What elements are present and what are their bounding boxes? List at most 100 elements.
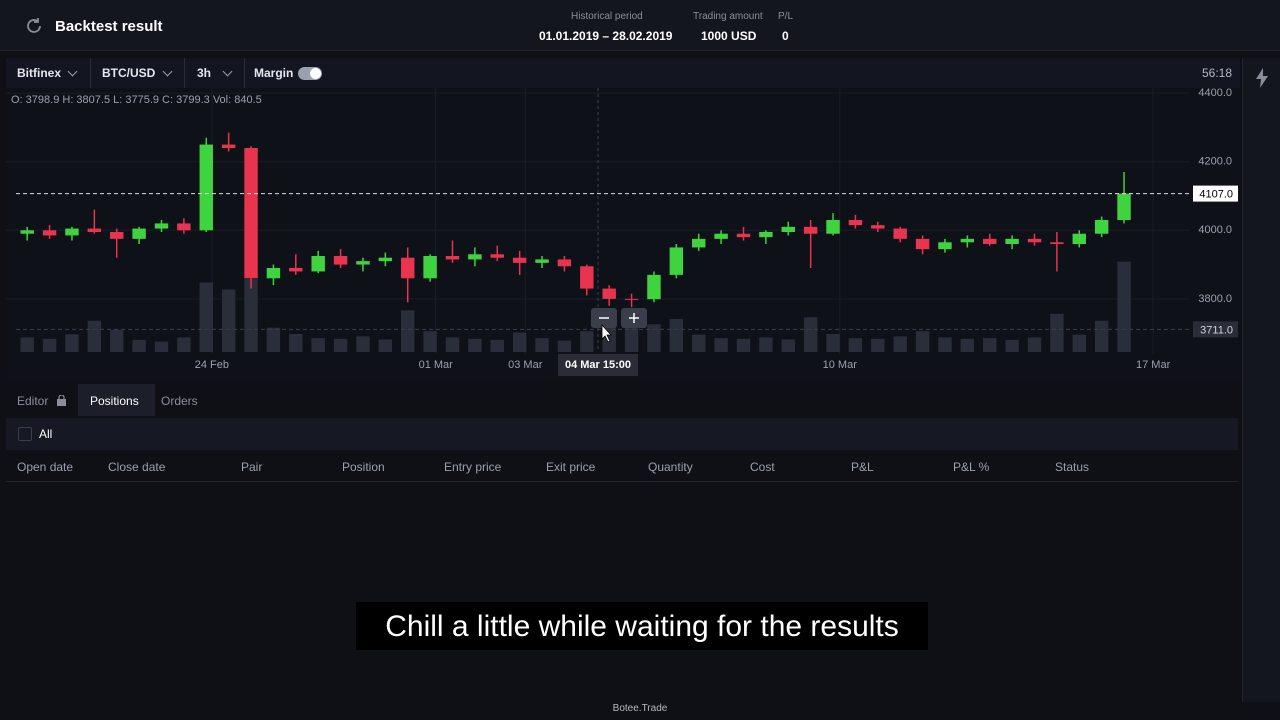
volume-bar [423,331,437,352]
volume-bar [42,338,57,352]
volume-bar [244,279,258,352]
column-header[interactable]: Close date [108,460,166,474]
column-header[interactable]: Quantity [648,460,693,474]
volume-bar [289,333,303,352]
volume-bar [692,334,706,352]
candle-body [177,223,191,231]
volume-bar [378,339,393,352]
column-header[interactable]: Exit price [546,460,596,474]
price-label: 3711.0 [1200,324,1233,336]
volume-bar [759,337,773,352]
volume-bar [177,337,191,352]
column-header[interactable]: P&L [851,460,874,474]
volume-bar [669,319,684,352]
candle-body [199,144,213,231]
candle-body [110,232,124,239]
candle-body [401,257,415,279]
y-tick-label: 4000.0 [1198,224,1232,236]
volume-bar [356,336,370,352]
volume-bar [1094,320,1109,352]
toolbar: Bitfinex BTC/USD 3h Margin 56:18 [6,58,1240,88]
candle-body [266,268,281,279]
price-label: 4107.0 [1199,189,1233,201]
volume-bar [826,333,840,352]
candle-body [1005,238,1019,244]
candle-body [714,233,728,239]
column-header[interactable]: P&L % [953,460,990,474]
x-tick-label: 03 Mar [508,359,543,371]
interval-select[interactable]: 3h [197,66,212,80]
margin-label: Margin [254,66,294,80]
y-tick-label: 4400.0 [1198,88,1232,99]
toggle-knob [310,68,321,79]
column-header[interactable]: Position [342,460,385,474]
bolt-icon[interactable] [1255,68,1269,88]
column-header[interactable]: Cost [750,460,775,474]
candle-body [915,238,930,250]
tab[interactable]: Orders [161,394,198,408]
volume-bar [199,282,213,352]
candle-body [938,242,952,250]
exchange-select[interactable]: Bitfinex [17,66,62,80]
candle-body [132,228,146,239]
crosshair-tag [558,354,638,376]
volume-bar [803,317,818,352]
volume-bar [736,338,751,352]
margin-toggle[interactable] [298,67,322,80]
column-header[interactable]: Pair [241,460,263,474]
candle-body [244,148,258,279]
lock-icon [57,395,66,406]
chart: O: 3798.9 H: 3807.5 L: 3775.9 C: 3799.3 … [6,88,1240,380]
tab[interactable]: Positions [90,394,139,408]
filter-label: All [39,427,53,441]
candle-body [1027,238,1042,243]
volume-bar [468,338,482,352]
footer: Botee.Trade [0,703,1280,720]
volume-bar [490,339,504,352]
volume-bar [401,310,415,352]
candle-body [311,256,325,272]
pair-select[interactable]: BTC/USD [102,66,156,80]
column-header[interactable]: Entry price [444,460,502,474]
volume-bar [333,338,348,352]
title: Backtest result [55,18,163,35]
volume-bar [1005,339,1019,352]
candle-body [803,226,818,234]
volume-bar [714,338,728,352]
timer: 56:18 [1202,66,1233,80]
volume-bar [20,337,34,352]
refresh-icon[interactable] [24,16,44,36]
candle-body [781,226,795,232]
header: Backtest result Historical period 01.01.… [0,0,1280,51]
candle-body [692,238,706,248]
volume-bar [266,327,281,352]
volume-bar [110,329,124,352]
volume-bar [871,338,885,352]
separator [184,58,185,88]
checkbox[interactable] [18,427,32,441]
column-header[interactable]: Open date [17,460,74,474]
candle-body [1117,193,1131,220]
stat-value: 1000 USD [701,29,757,43]
volume-bar [624,322,639,352]
candle-body [983,238,997,244]
column-header[interactable]: Status [1055,460,1090,474]
x-tick-label: 17 Mar [1136,359,1171,371]
caption: Chill a little while waiting for the res… [356,602,928,650]
plus-icon [629,313,639,323]
volume-bar [915,331,930,352]
stat-value: 0 [782,29,789,43]
volume-bar [557,340,572,352]
candle-body [356,261,370,265]
candle-body [512,257,527,263]
stat-label: Trading amount [693,11,763,22]
sidebar [1242,58,1280,702]
candle-body [759,232,773,238]
candle-body [423,256,437,279]
tab[interactable]: Editor [17,394,49,408]
tabs: Editor Positions Orders [6,384,1240,416]
volume-bar [938,337,952,352]
candle-body [871,225,885,229]
volume-bar [221,289,236,352]
